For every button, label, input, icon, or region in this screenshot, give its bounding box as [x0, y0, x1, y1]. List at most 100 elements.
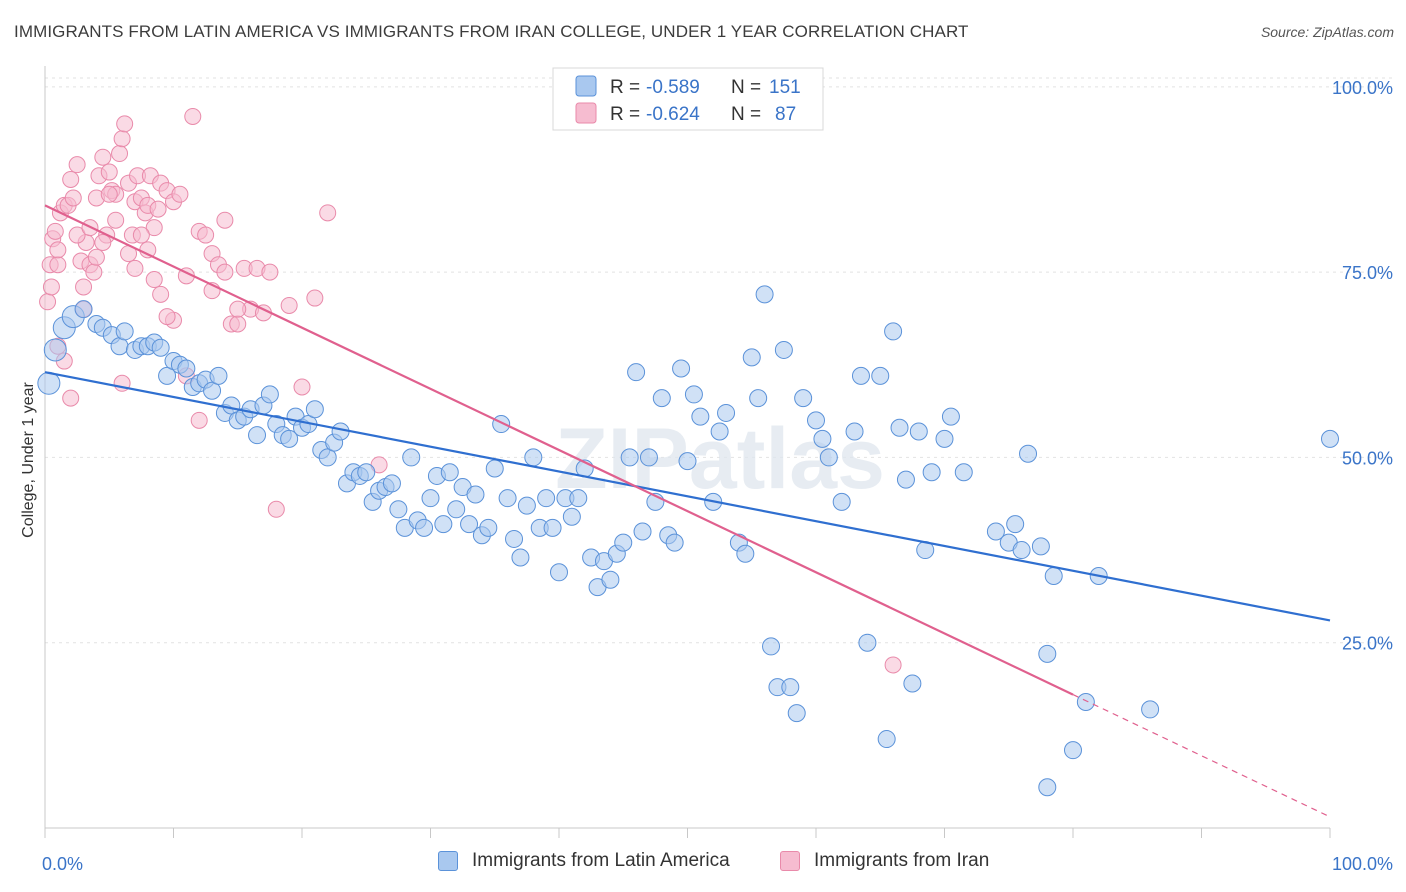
legend-blue-swatch	[575, 75, 597, 97]
blue-point	[517, 496, 536, 515]
pink-point	[306, 289, 324, 307]
pink-point	[158, 308, 176, 326]
chart-title: IMMIGRANTS FROM LATIN AMERICA VS IMMIGRA…	[14, 22, 969, 41]
blue-point	[537, 489, 556, 508]
blue-point	[807, 411, 825, 430]
blue-point	[922, 463, 941, 482]
pink-point	[49, 241, 67, 259]
blue-point	[1064, 741, 1082, 760]
blue-point	[620, 448, 639, 467]
pink-trendline-extension	[1072, 694, 1331, 818]
blue-point	[460, 515, 479, 534]
blue-point	[280, 429, 299, 448]
blue-point	[37, 371, 61, 395]
legend-pink-r-value: -0.624	[646, 104, 700, 125]
blue-point	[209, 366, 228, 385]
blue-point	[794, 389, 813, 408]
legend-pink-r-label: R =	[610, 104, 640, 125]
blue-point	[382, 474, 401, 493]
y-tick-labels: 25.0% 50.0% 75.0% 100.0%	[1332, 78, 1393, 654]
blue-point	[672, 359, 691, 378]
blue-point	[691, 407, 710, 426]
pink-point	[184, 107, 202, 125]
pink-trendline	[44, 204, 1074, 696]
blue-point	[203, 381, 222, 400]
blue-trendline	[44, 371, 1331, 622]
blue-point	[1012, 541, 1031, 560]
blue-point	[614, 533, 633, 552]
blue-point	[498, 489, 517, 508]
pink-point	[116, 115, 134, 133]
pink-point	[75, 278, 93, 296]
blue-point	[415, 518, 434, 537]
blue-point	[434, 515, 453, 534]
pink-point	[171, 185, 189, 203]
blue-point	[562, 507, 581, 526]
pink-point	[62, 170, 80, 188]
blue-point	[440, 463, 459, 482]
pink-point	[42, 278, 60, 296]
blue-point	[941, 407, 960, 426]
blue-point	[318, 448, 337, 467]
pink-point	[261, 263, 279, 281]
pink-point	[197, 226, 215, 244]
blue-point	[684, 385, 703, 404]
blue-point	[511, 548, 530, 567]
pink-point	[113, 130, 131, 148]
pink-point	[149, 200, 167, 218]
blue-point	[633, 522, 652, 541]
blue-point	[774, 340, 793, 359]
pink-point	[126, 259, 144, 277]
blue-point	[781, 678, 800, 697]
blue-point	[787, 704, 806, 723]
blue-point	[158, 366, 177, 385]
blue-point	[524, 448, 543, 467]
legend-pink-n-label: N =	[731, 104, 761, 125]
blue-point	[389, 500, 408, 519]
pink-point	[132, 226, 150, 244]
blue-point	[1031, 537, 1050, 556]
pink-point	[49, 256, 67, 274]
pink-point	[68, 226, 86, 244]
blue-point	[717, 403, 736, 422]
legend-blue-n-value: 151	[769, 77, 801, 98]
pink-point	[111, 145, 129, 163]
pink-point	[145, 219, 163, 237]
pink-point	[68, 156, 86, 174]
blue-point	[890, 418, 909, 437]
blue-point	[986, 522, 1005, 541]
legend-blue-r-label: R =	[610, 77, 640, 98]
pink-point	[229, 300, 247, 318]
blue-point	[601, 570, 620, 589]
blue-point	[954, 463, 973, 482]
blue-point	[1038, 644, 1057, 663]
blue-point	[569, 489, 588, 508]
blue-point	[248, 426, 267, 445]
pink-point	[62, 389, 80, 407]
blue-point	[819, 448, 838, 467]
pink-point	[39, 293, 57, 311]
legend-bottom-pink-label: Immigrants from Iran	[814, 850, 990, 871]
blue-point	[813, 429, 832, 448]
pink-series-points	[39, 107, 902, 674]
source-credit: Source: ZipAtlas.com	[1260, 24, 1394, 40]
blue-point	[305, 400, 324, 419]
legend-bottom: Immigrants from Latin America Immigrants…	[0, 850, 1406, 880]
blue-point	[543, 518, 562, 537]
blue-point	[903, 674, 922, 693]
pink-point	[100, 185, 118, 203]
y-axis-label: College, Under 1 year	[20, 382, 37, 538]
blue-point	[43, 338, 67, 362]
blue-point	[896, 470, 915, 489]
blue-point	[1038, 778, 1057, 797]
legend-bottom-pink-swatch	[780, 851, 800, 871]
pink-point	[107, 211, 125, 229]
legend-top: R = -0.589 N = 151 R = -0.624 N = 87	[552, 67, 824, 131]
legend-blue-r-value: -0.589	[646, 77, 700, 98]
blue-point	[115, 322, 134, 341]
pink-point	[145, 271, 163, 289]
blue-point	[639, 448, 658, 467]
pink-point	[293, 378, 311, 396]
pink-point	[46, 222, 64, 240]
blue-point	[485, 459, 504, 478]
